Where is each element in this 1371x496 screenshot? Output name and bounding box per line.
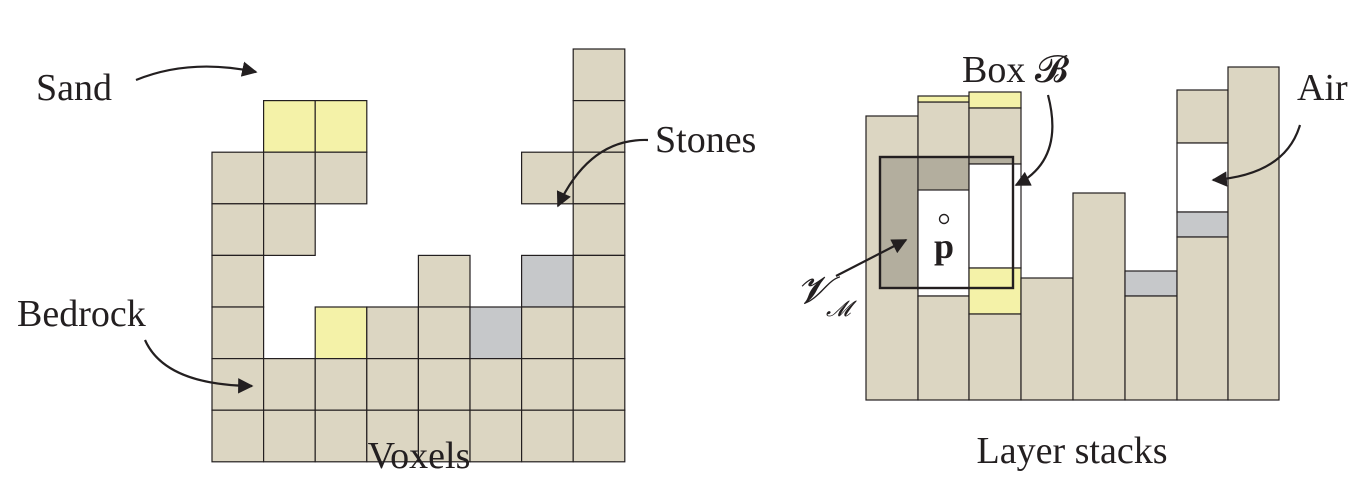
voxel-bedrock (314, 409, 368, 463)
bedrock-label: Bedrock (17, 293, 146, 335)
stack-3-sand-top (968, 91, 1022, 109)
air-arrow (1211, 124, 1302, 187)
volume-vm-arrow (835, 239, 908, 277)
box-b-shade-col1 (880, 157, 918, 288)
voxel-bedrock (572, 306, 626, 360)
stack-5-bedrock (1072, 192, 1126, 401)
voxel-bedrock (520, 151, 574, 205)
box-b-shade-col3 (969, 157, 1013, 164)
voxel-bedrock (469, 358, 523, 411)
stack-6-stone (1124, 270, 1178, 297)
stack-7-bedrock-bottom (1176, 236, 1229, 401)
point-p-marker (938, 213, 950, 225)
box-b-label: Box 𝓑 (962, 49, 1070, 91)
voxel-bedrock (263, 358, 316, 411)
voxel-bedrock (366, 358, 419, 411)
bedrock-arrow (143, 339, 254, 394)
stack-2-sand (917, 95, 970, 103)
layer-stacks (865, 66, 1280, 401)
air-label: Air (1297, 67, 1348, 109)
stack-4-bedrock (1020, 277, 1074, 401)
voxel-sand (314, 99, 368, 153)
voxel-bedrock (263, 409, 316, 463)
stones-arrow (556, 138, 649, 208)
point-p-label: p (934, 226, 954, 266)
voxel-bedrock (520, 409, 574, 463)
voxel-bedrock (417, 254, 471, 308)
voxel-bedrock (366, 306, 419, 360)
voxel-bedrock (314, 151, 368, 205)
stack-6-bedrock (1124, 295, 1178, 401)
voxel-stone (520, 254, 574, 308)
voxel-grid (211, 48, 626, 463)
box-b-outline (878, 155, 1015, 290)
stack-2-air (917, 189, 970, 297)
voxel-bedrock (572, 254, 626, 308)
stack-7-bedrock-top (1176, 89, 1229, 144)
stack-2-bedrock-bottom (917, 295, 970, 401)
voxel-bedrock (572, 99, 626, 153)
voxel-stone (469, 306, 523, 360)
voxel-bedrock (417, 358, 471, 411)
box-b (878, 155, 1015, 290)
stack-3-bedrock-bottom (968, 313, 1022, 401)
sand-label: Sand (36, 67, 112, 109)
stack-8-bedrock (1227, 66, 1280, 401)
voxel-bedrock (211, 306, 265, 360)
voxel-bedrock (469, 409, 523, 463)
volume-vm-subscript: 𝓜 (826, 296, 857, 321)
voxel-bedrock (572, 358, 626, 411)
stack-7-stone (1176, 211, 1229, 238)
voxel-bedrock (520, 358, 574, 411)
voxel-bedrock (211, 254, 265, 308)
voxel-bedrock (572, 48, 626, 102)
stones-label: Stones (655, 119, 756, 161)
voxel-bedrock (211, 151, 265, 205)
stack-3-bedrock-top (968, 107, 1022, 165)
voxel-bedrock (211, 409, 265, 463)
stack-7-air (1176, 142, 1229, 213)
voxel-sand (263, 99, 316, 153)
box-b-arrow (1014, 94, 1054, 186)
voxel-sand (314, 306, 368, 360)
voxel-bedrock (572, 151, 626, 205)
voxels-caption: Voxels (368, 435, 471, 477)
voxel-bedrock (314, 358, 368, 411)
voxel-bedrock (417, 306, 471, 360)
voxel-bedrock (572, 203, 626, 257)
voxel-bedrock (366, 409, 419, 463)
sand-arrow (135, 61, 258, 82)
voxel-bedrock (520, 306, 574, 360)
voxel-bedrock (263, 151, 316, 205)
voxel-bedrock (572, 409, 626, 463)
layer-stacks-caption: Layer stacks (977, 430, 1168, 472)
box-b-shade-col2 (918, 157, 969, 190)
voxel-bedrock (211, 203, 265, 257)
voxel-bedrock (263, 203, 316, 257)
